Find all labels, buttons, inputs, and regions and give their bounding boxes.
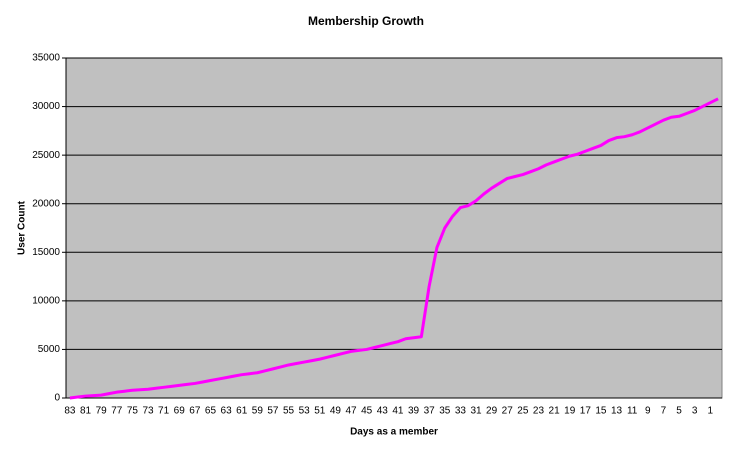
x-tick-label: 65: [205, 406, 217, 417]
y-tick-label: 15000: [32, 247, 60, 258]
x-tick-label: 63: [221, 406, 233, 417]
x-tick-label: 23: [533, 406, 545, 417]
x-tick-label: 73: [142, 406, 154, 417]
y-tick-label: 20000: [32, 198, 60, 209]
x-tick-label: 19: [564, 406, 576, 417]
y-axis-title: User Count: [17, 200, 28, 255]
x-tick-label: 37: [424, 406, 436, 417]
x-tick-label: 43: [377, 406, 389, 417]
x-tick-label: 39: [408, 406, 420, 417]
x-tick-label: 83: [64, 406, 76, 417]
x-tick-label: 67: [189, 406, 201, 417]
x-tick-label: 31: [470, 406, 482, 417]
x-tick-label: 5: [676, 406, 682, 417]
x-tick-label: 15: [595, 406, 607, 417]
y-tick-label: 10000: [32, 295, 60, 306]
x-tick-label: 61: [236, 406, 248, 417]
chart-title: Membership Growth: [308, 14, 424, 28]
x-tick-label: 45: [361, 406, 373, 417]
x-tick-label: 55: [283, 406, 295, 417]
x-tick-label: 47: [345, 406, 357, 417]
x-tick-label: 25: [517, 406, 529, 417]
x-tick-label: 51: [314, 406, 326, 417]
x-tick-label: 35: [439, 406, 451, 417]
x-tick-label: 3: [692, 406, 698, 417]
y-tick-label: 25000: [32, 150, 60, 161]
x-axis-title: Days as a member: [350, 427, 438, 438]
x-tick-label: 49: [330, 406, 342, 417]
data-line: [69, 97, 719, 400]
x-tick-label: 53: [299, 406, 311, 417]
x-tick-label: 77: [111, 406, 123, 417]
y-tick-label: 0: [54, 393, 60, 404]
x-tick-label: 9: [645, 406, 651, 417]
x-tick-label: 21: [549, 406, 561, 417]
x-tick-label: 17: [580, 406, 592, 417]
plot-area: [65, 57, 723, 399]
x-tick-label: 79: [96, 406, 108, 417]
x-tick-label: 33: [455, 406, 467, 417]
x-tick-label: 29: [486, 406, 498, 417]
x-tick-label: 57: [267, 406, 279, 417]
x-tick-label: 71: [158, 406, 170, 417]
x-tick-label: 59: [252, 406, 264, 417]
y-tick-label: 35000: [32, 53, 60, 64]
y-tick-label: 30000: [32, 101, 60, 112]
x-tick-label: 7: [661, 406, 667, 417]
y-tick-label: 5000: [38, 344, 61, 355]
x-tick-label: 13: [611, 406, 623, 417]
x-tick-label: 75: [127, 406, 139, 417]
x-tick-label: 11: [627, 406, 638, 417]
x-tick-label: 27: [502, 406, 514, 417]
x-tick-label: 1: [708, 406, 714, 417]
x-tick-label: 81: [80, 406, 92, 417]
x-tick-label: 69: [174, 406, 186, 417]
x-tick-label: 41: [392, 406, 404, 417]
